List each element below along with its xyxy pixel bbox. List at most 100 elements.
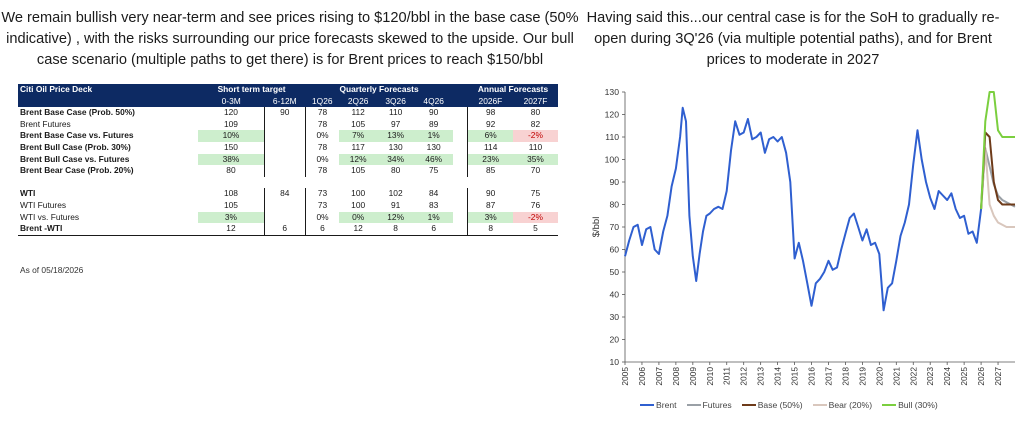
legend-swatch <box>741 404 756 406</box>
table-header-row: Citi Oil Price Deck Short term target Qu… <box>18 84 558 96</box>
table-cell: 80 <box>226 165 236 176</box>
table-cell <box>263 130 306 142</box>
row-label: Brent Bull Case vs. Futures <box>20 153 130 164</box>
x-tick-label: 2012 <box>739 367 749 386</box>
table-cell: 73 <box>304 188 340 200</box>
x-tick-label: 2009 <box>688 367 698 386</box>
table-cell: 102 <box>388 188 403 199</box>
row-label: Brent Base Case vs. Futures <box>20 130 134 141</box>
x-tick-label: 2017 <box>823 367 833 386</box>
x-tick-label: 2011 <box>722 367 732 385</box>
legend-label: Base (50%) <box>757 400 803 410</box>
row-label: Brent Futures <box>20 118 71 129</box>
table-subheader-row: 0-3M 6-12M 1Q26 2Q26 3Q26 4Q26 2026F 202… <box>18 95 558 108</box>
table-cell: 35% <box>512 153 558 166</box>
row-label: Brent -WTI <box>18 223 198 236</box>
y-tick-label: 130 <box>605 87 620 97</box>
table-cell: 6 <box>304 223 340 236</box>
table-cell: 1% <box>414 211 453 224</box>
legend-item: Bull (30%) <box>882 400 938 410</box>
table-row: WTI 108 84 73 100 102 84 90 75 <box>18 188 558 200</box>
y-axis-label: $/bbl <box>591 217 602 238</box>
header-annual: Annual Forecasts <box>467 84 558 96</box>
table-cell: 8 <box>376 223 415 236</box>
y-tick-label: 10 <box>609 357 619 367</box>
table-cell: 83 <box>429 199 439 210</box>
legend-label: Brent <box>656 400 677 410</box>
table-cell: 90 <box>263 107 306 119</box>
x-tick-label: 2021 <box>891 367 901 386</box>
series-line-bear-20 <box>980 147 1015 228</box>
y-tick-label: 60 <box>609 245 619 255</box>
table-cell: 12% <box>339 153 377 166</box>
table-row: WTI Futures 105 73 100 91 83 87 76 <box>18 199 558 212</box>
legend-label: Bull (30%) <box>898 400 938 410</box>
col-header: 3Q26 <box>376 95 415 108</box>
table-cell <box>263 153 306 166</box>
table-cell: 34% <box>376 153 415 166</box>
table-row: WTI vs. Futures 3% 0% 0% 12% 1% 3% -2% <box>18 211 558 224</box>
table-row: Brent Base Case vs. Futures 10% 0% 7% 13% 1% 6… <box>18 130 558 142</box>
series-line-bull-30 <box>980 91 1015 210</box>
row-label: Brent Bear Case (Prob. 20%) <box>20 165 134 176</box>
x-tick-label: 2007 <box>654 367 664 386</box>
header-quarterly: Quarterly Forecasts <box>305 84 453 96</box>
table-cell: 78 <box>304 118 340 131</box>
table-cell: 97 <box>390 118 401 129</box>
table-cell: 105 <box>223 199 238 210</box>
x-tick-label: 2018 <box>840 367 850 386</box>
y-tick-label: 110 <box>605 132 619 142</box>
table-cell: 85 <box>467 165 513 177</box>
table-cell: 92 <box>467 118 513 131</box>
x-tick-label: 2025 <box>959 367 969 386</box>
col-header: 4Q26 <box>414 95 453 108</box>
x-tick-label: 2013 <box>756 367 766 386</box>
legend-item: Bear (20%) <box>812 400 872 410</box>
table-cell: 130 <box>426 141 441 152</box>
legend-swatch <box>686 404 701 406</box>
row-label: WTI <box>20 188 36 199</box>
x-tick-label: 2005 <box>620 367 630 386</box>
table-cell <box>263 211 306 224</box>
table-cell: 8 <box>467 223 513 236</box>
series-line-base-50 <box>980 131 1015 210</box>
table-cell: 110 <box>528 141 543 152</box>
table-cell: 38% <box>197 153 265 166</box>
header-short-term: Short term target <box>197 84 306 96</box>
table-cell <box>263 141 306 154</box>
left-header-text: We remain bullish very near-term and see… <box>1 10 579 68</box>
x-tick-label: 2016 <box>807 367 817 386</box>
y-tick-label: 120 <box>605 110 620 120</box>
table-cell: 82 <box>530 118 541 129</box>
table-cell: 5 <box>512 223 558 236</box>
table-cell: 112 <box>351 107 365 118</box>
table-body: Brent Base Case (Prob. 50%) 120 90 78 112 110… <box>18 107 558 236</box>
table-cell: 70 <box>530 165 541 176</box>
table-cell: 120 <box>223 107 238 118</box>
table-cell: 23% <box>467 153 513 166</box>
table-cell: 84 <box>263 188 306 200</box>
x-tick-label: 2014 <box>773 367 783 386</box>
y-tick-label: 40 <box>609 290 619 300</box>
y-tick-label: 20 <box>609 335 619 345</box>
table-cell: 87 <box>467 199 513 212</box>
table-cell: 6% <box>467 130 513 142</box>
table-cell: 98 <box>467 107 513 119</box>
table-cell: 12 <box>339 223 377 236</box>
chart-legend: Brent Futures Base (50%) Bear (20%) Bull (30… <box>640 400 938 410</box>
table-cell: 1% <box>414 130 453 142</box>
table-cell: 110 <box>388 107 403 118</box>
as-of-date: As of 05/18/2026 <box>20 265 84 275</box>
col-header: 0-3M <box>197 95 265 108</box>
y-tick-label: 100 <box>605 155 620 165</box>
x-tick-label: 2027 <box>993 367 1003 386</box>
col-header: 6-12M <box>264 95 306 108</box>
series-line-brent <box>624 106 983 312</box>
table-cell: 78 <box>304 165 340 177</box>
table-cell: 100 <box>351 199 366 210</box>
table-cell: 0% <box>304 130 340 142</box>
table-cell: 7% <box>339 130 377 142</box>
y-tick-label: 30 <box>609 312 619 322</box>
table-cell: 109 <box>223 118 238 129</box>
y-tick-label: 80 <box>609 200 619 210</box>
